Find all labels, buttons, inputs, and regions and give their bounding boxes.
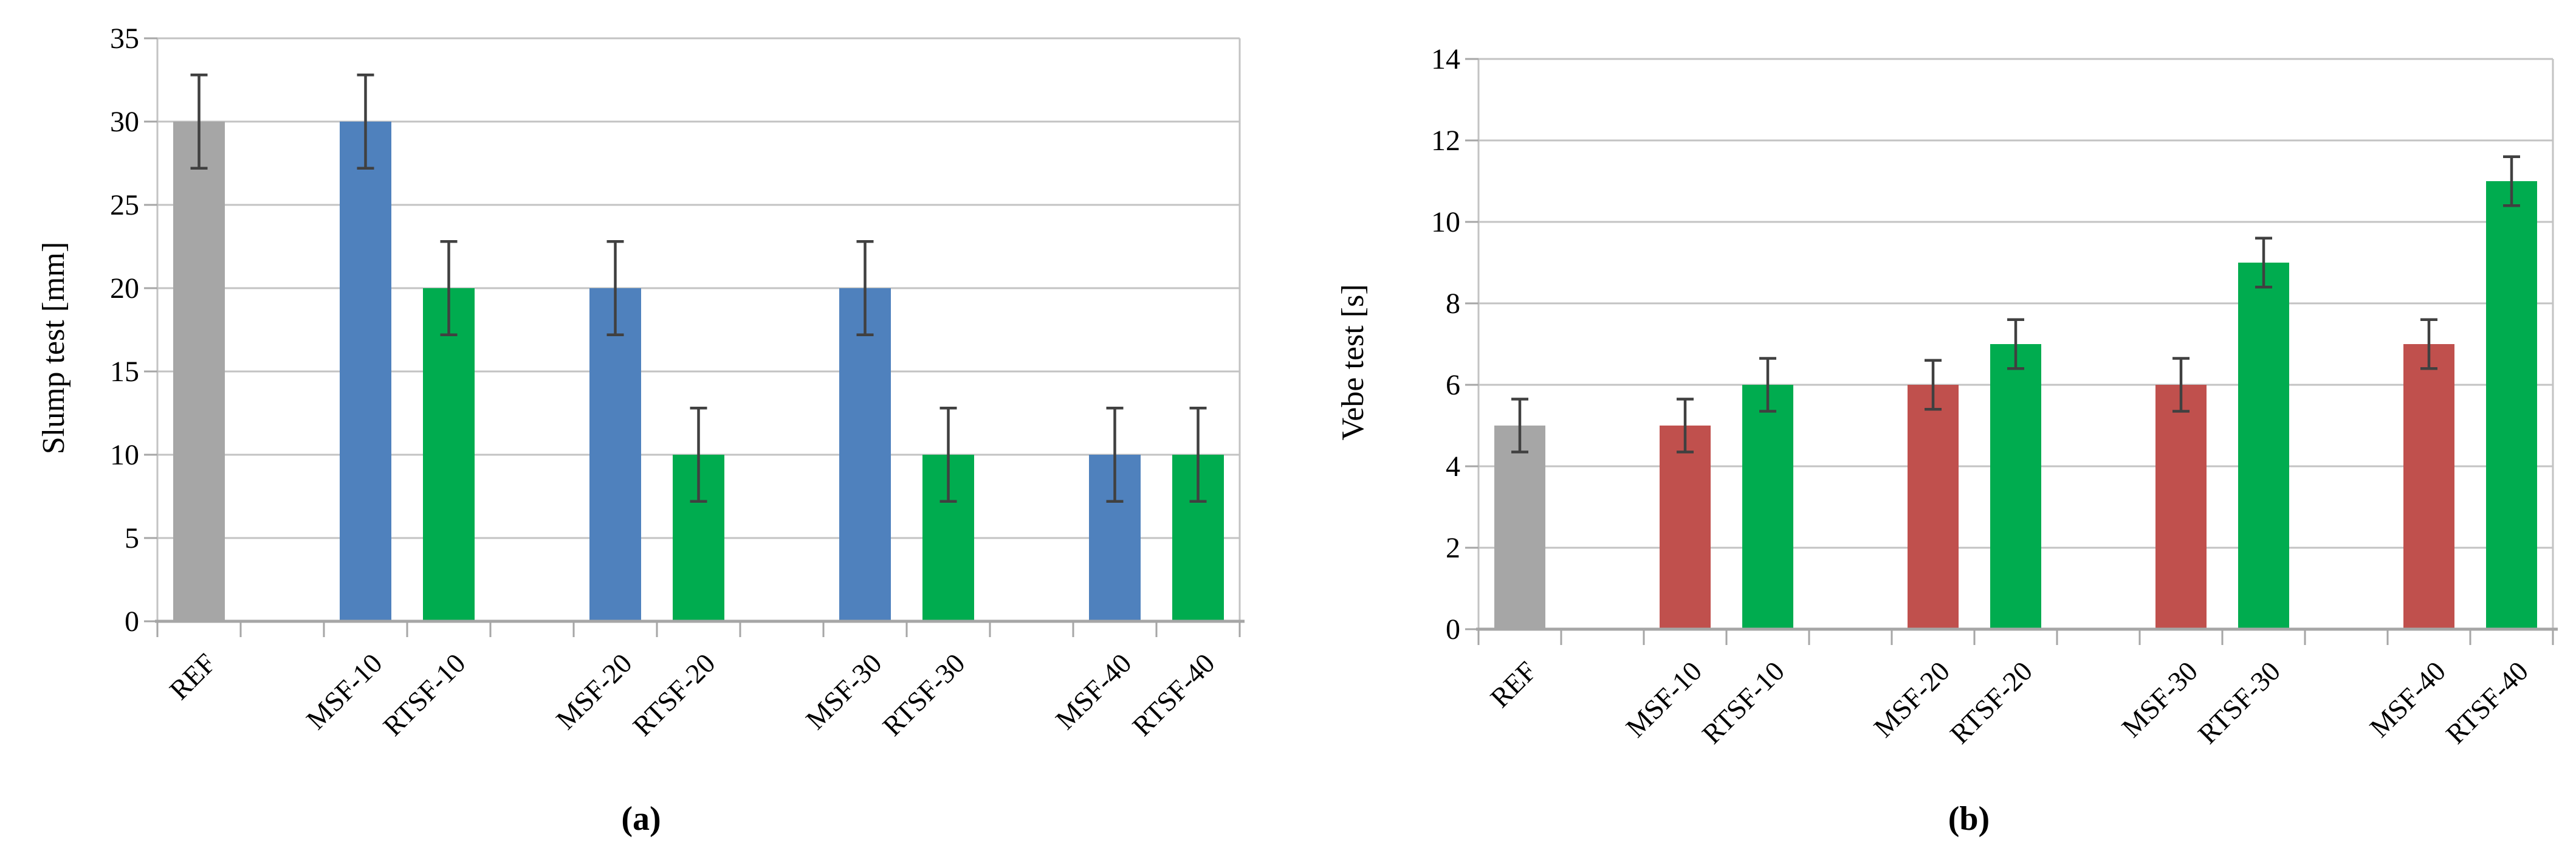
y-tick-label-8: 8 xyxy=(1446,288,1460,320)
bar-RTSF-20 xyxy=(1990,344,2041,629)
x-category-label-MSF-40: MSF-40 xyxy=(1049,647,1138,736)
x-category-label-MSF-10: MSF-10 xyxy=(1620,655,1708,743)
x-category-label-RTSF-20: RTSF-20 xyxy=(627,647,721,742)
x-category-label-MSF-40: MSF-40 xyxy=(2364,655,2452,743)
y-axis-title-a: Slump test [mm] xyxy=(36,242,71,455)
y-tick-label-10: 10 xyxy=(1431,206,1460,238)
y-tick-label-0: 0 xyxy=(125,605,139,638)
bar-RTSF-10 xyxy=(1742,385,1793,629)
bar-REF xyxy=(1494,426,1545,629)
panel-caption-a: (a) xyxy=(621,800,661,838)
y-tick-label-6: 6 xyxy=(1446,369,1460,401)
x-category-label-RTSF-10: RTSF-10 xyxy=(1696,655,1790,750)
y-tick-label-25: 25 xyxy=(110,189,139,221)
y-tick-label-15: 15 xyxy=(110,356,139,388)
bar-MSF-10 xyxy=(1660,426,1711,629)
y-tick-label-35: 35 xyxy=(110,22,139,55)
bar-MSF-30 xyxy=(2155,385,2207,629)
x-category-label-RTSF-10: RTSF-10 xyxy=(377,647,471,742)
bar-MSF-10 xyxy=(340,122,391,621)
x-category-label-RTSF-40: RTSF-40 xyxy=(1126,647,1220,742)
y-axis-title-b: Vebe test [s] xyxy=(1336,284,1370,440)
y-tick-label-20: 20 xyxy=(110,272,139,305)
bar-MSF-40 xyxy=(2403,344,2454,629)
y-tick-label-5: 5 xyxy=(125,522,139,554)
bar-MSF-20 xyxy=(589,288,641,621)
x-category-label-MSF-20: MSF-20 xyxy=(1868,655,1956,743)
bar-RTSF-40 xyxy=(2486,181,2537,629)
x-category-label-REF: REF xyxy=(1484,655,1542,714)
bar-MSF-20 xyxy=(1908,385,1959,629)
x-category-label-MSF-10: MSF-10 xyxy=(300,647,388,736)
x-category-label-RTSF-20: RTSF-20 xyxy=(1944,655,2038,750)
y-tick-label-0: 0 xyxy=(1446,613,1460,646)
bar-REF xyxy=(173,122,225,621)
x-category-label-RTSF-30: RTSF-30 xyxy=(876,647,970,742)
panel-caption-b: (b) xyxy=(1948,800,1990,838)
x-category-label-RTSF-30: RTSF-30 xyxy=(2192,655,2286,750)
bar-RTSF-10 xyxy=(423,288,475,621)
x-category-label-MSF-20: MSF-20 xyxy=(550,647,638,736)
y-tick-label-2: 2 xyxy=(1446,532,1460,564)
y-tick-label-4: 4 xyxy=(1446,450,1460,483)
y-tick-label-10: 10 xyxy=(110,439,139,471)
x-category-label-RTSF-40: RTSF-40 xyxy=(2440,655,2534,750)
y-tick-label-12: 12 xyxy=(1431,125,1460,157)
x-category-label-MSF-30: MSF-30 xyxy=(800,647,888,736)
x-category-label-REF: REF xyxy=(163,647,222,706)
x-category-label-MSF-30: MSF-30 xyxy=(2116,655,2204,743)
y-tick-label-14: 14 xyxy=(1431,43,1460,75)
bar-MSF-30 xyxy=(839,288,891,621)
bar-RTSF-30 xyxy=(2238,263,2289,629)
y-tick-label-30: 30 xyxy=(110,106,139,138)
